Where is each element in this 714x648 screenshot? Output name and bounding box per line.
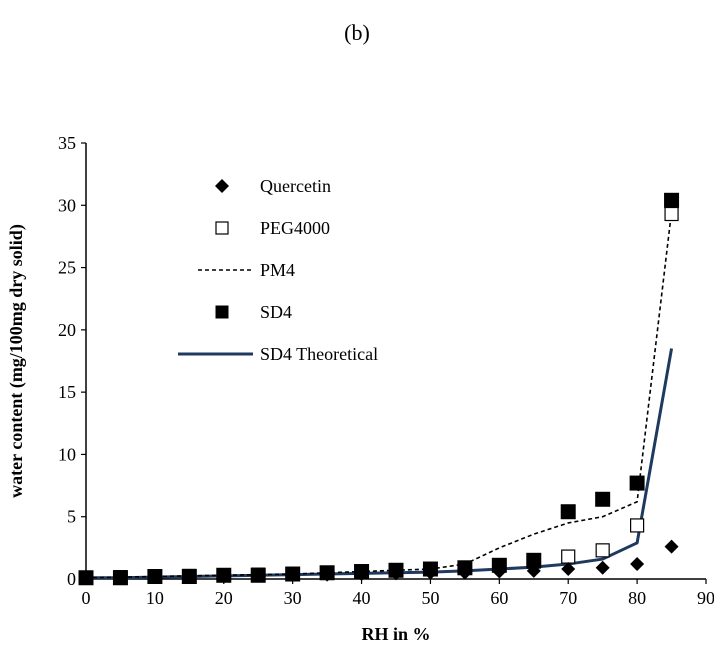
y-tick-label: 5 bbox=[67, 507, 76, 527]
data-point-quercetin bbox=[113, 570, 128, 585]
data-point-sd4 bbox=[595, 491, 611, 507]
data-point-quercetin bbox=[79, 570, 93, 585]
x-tick-label: 0 bbox=[82, 588, 91, 608]
data-point-quercetin bbox=[216, 569, 231, 584]
data-point-quercetin bbox=[561, 562, 576, 577]
legend-label: Quercetin bbox=[260, 176, 331, 196]
data-point-quercetin bbox=[630, 557, 645, 572]
x-tick-label: 90 bbox=[697, 588, 714, 608]
panel-label: (b) bbox=[344, 20, 370, 45]
data-point-quercetin bbox=[320, 567, 335, 582]
series-layer bbox=[78, 192, 680, 586]
x-tick-label: 20 bbox=[215, 588, 233, 608]
x-tick-label: 40 bbox=[353, 588, 371, 608]
y-tick-label: 10 bbox=[58, 444, 76, 464]
series-line-pm4 bbox=[85, 211, 673, 579]
y-tick-label: 35 bbox=[58, 133, 76, 153]
x-tick-label: 10 bbox=[146, 588, 164, 608]
data-point-quercetin bbox=[492, 564, 507, 579]
legend-label: SD4 bbox=[260, 302, 292, 322]
data-point-peg4000 bbox=[561, 549, 576, 564]
data-point-quercetin bbox=[457, 565, 472, 580]
series-line-sd4-theoretical bbox=[86, 348, 674, 580]
y-axis-title: water content (mg/100mg dry solid) bbox=[6, 224, 27, 498]
data-point-quercetin bbox=[423, 565, 438, 580]
data-point-quercetin bbox=[526, 563, 541, 578]
data-point-sd4 bbox=[629, 475, 645, 491]
y-tick-label: 25 bbox=[58, 258, 76, 278]
legend-label: PM4 bbox=[260, 260, 295, 280]
legend-label: PEG4000 bbox=[260, 218, 330, 238]
x-tick-label: 70 bbox=[559, 588, 577, 608]
data-point-peg4000 bbox=[630, 518, 645, 533]
plot-area: 0 10 20 30 40 50 60 70 80 90 0 5 10 15 20 25 30 35 bbox=[58, 133, 714, 608]
data-point-quercetin bbox=[147, 570, 162, 585]
data-point-sd4 bbox=[560, 504, 576, 520]
data-point-quercetin bbox=[182, 569, 197, 584]
data-point-quercetin bbox=[285, 568, 300, 583]
y-tick-label: 30 bbox=[58, 195, 76, 215]
y-tick-label: 15 bbox=[58, 382, 76, 402]
y-tick-label: 20 bbox=[58, 320, 76, 340]
x-axis-title: RH in % bbox=[361, 624, 430, 644]
legend-label: SD4 Theoretical bbox=[260, 344, 378, 364]
data-point-peg4000 bbox=[664, 206, 679, 222]
axis-ticks: 0 10 20 30 40 50 60 70 80 90 0 5 10 15 20 25 30 35 bbox=[58, 133, 714, 608]
legend-swatch bbox=[215, 221, 229, 235]
x-tick-label: 80 bbox=[628, 588, 646, 608]
data-point-peg4000 bbox=[595, 543, 610, 558]
x-tick-label: 50 bbox=[421, 588, 439, 608]
data-point-quercetin bbox=[389, 566, 403, 581]
data-point-quercetin bbox=[251, 568, 266, 583]
data-point-sd4 bbox=[664, 192, 680, 208]
data-point-quercetin bbox=[664, 539, 679, 554]
legend-swatch bbox=[215, 305, 229, 319]
x-tick-label: 30 bbox=[284, 588, 302, 608]
legend-box bbox=[178, 162, 368, 376]
legend: Quercetin PEG4000 PM4 SD4 SD4 Theoretical bbox=[178, 162, 378, 376]
legend-swatch bbox=[215, 179, 229, 193]
y-tick-label: 0 bbox=[67, 569, 76, 589]
x-tick-label: 60 bbox=[490, 588, 508, 608]
data-point-quercetin bbox=[595, 560, 610, 575]
data-point-quercetin bbox=[354, 567, 369, 582]
